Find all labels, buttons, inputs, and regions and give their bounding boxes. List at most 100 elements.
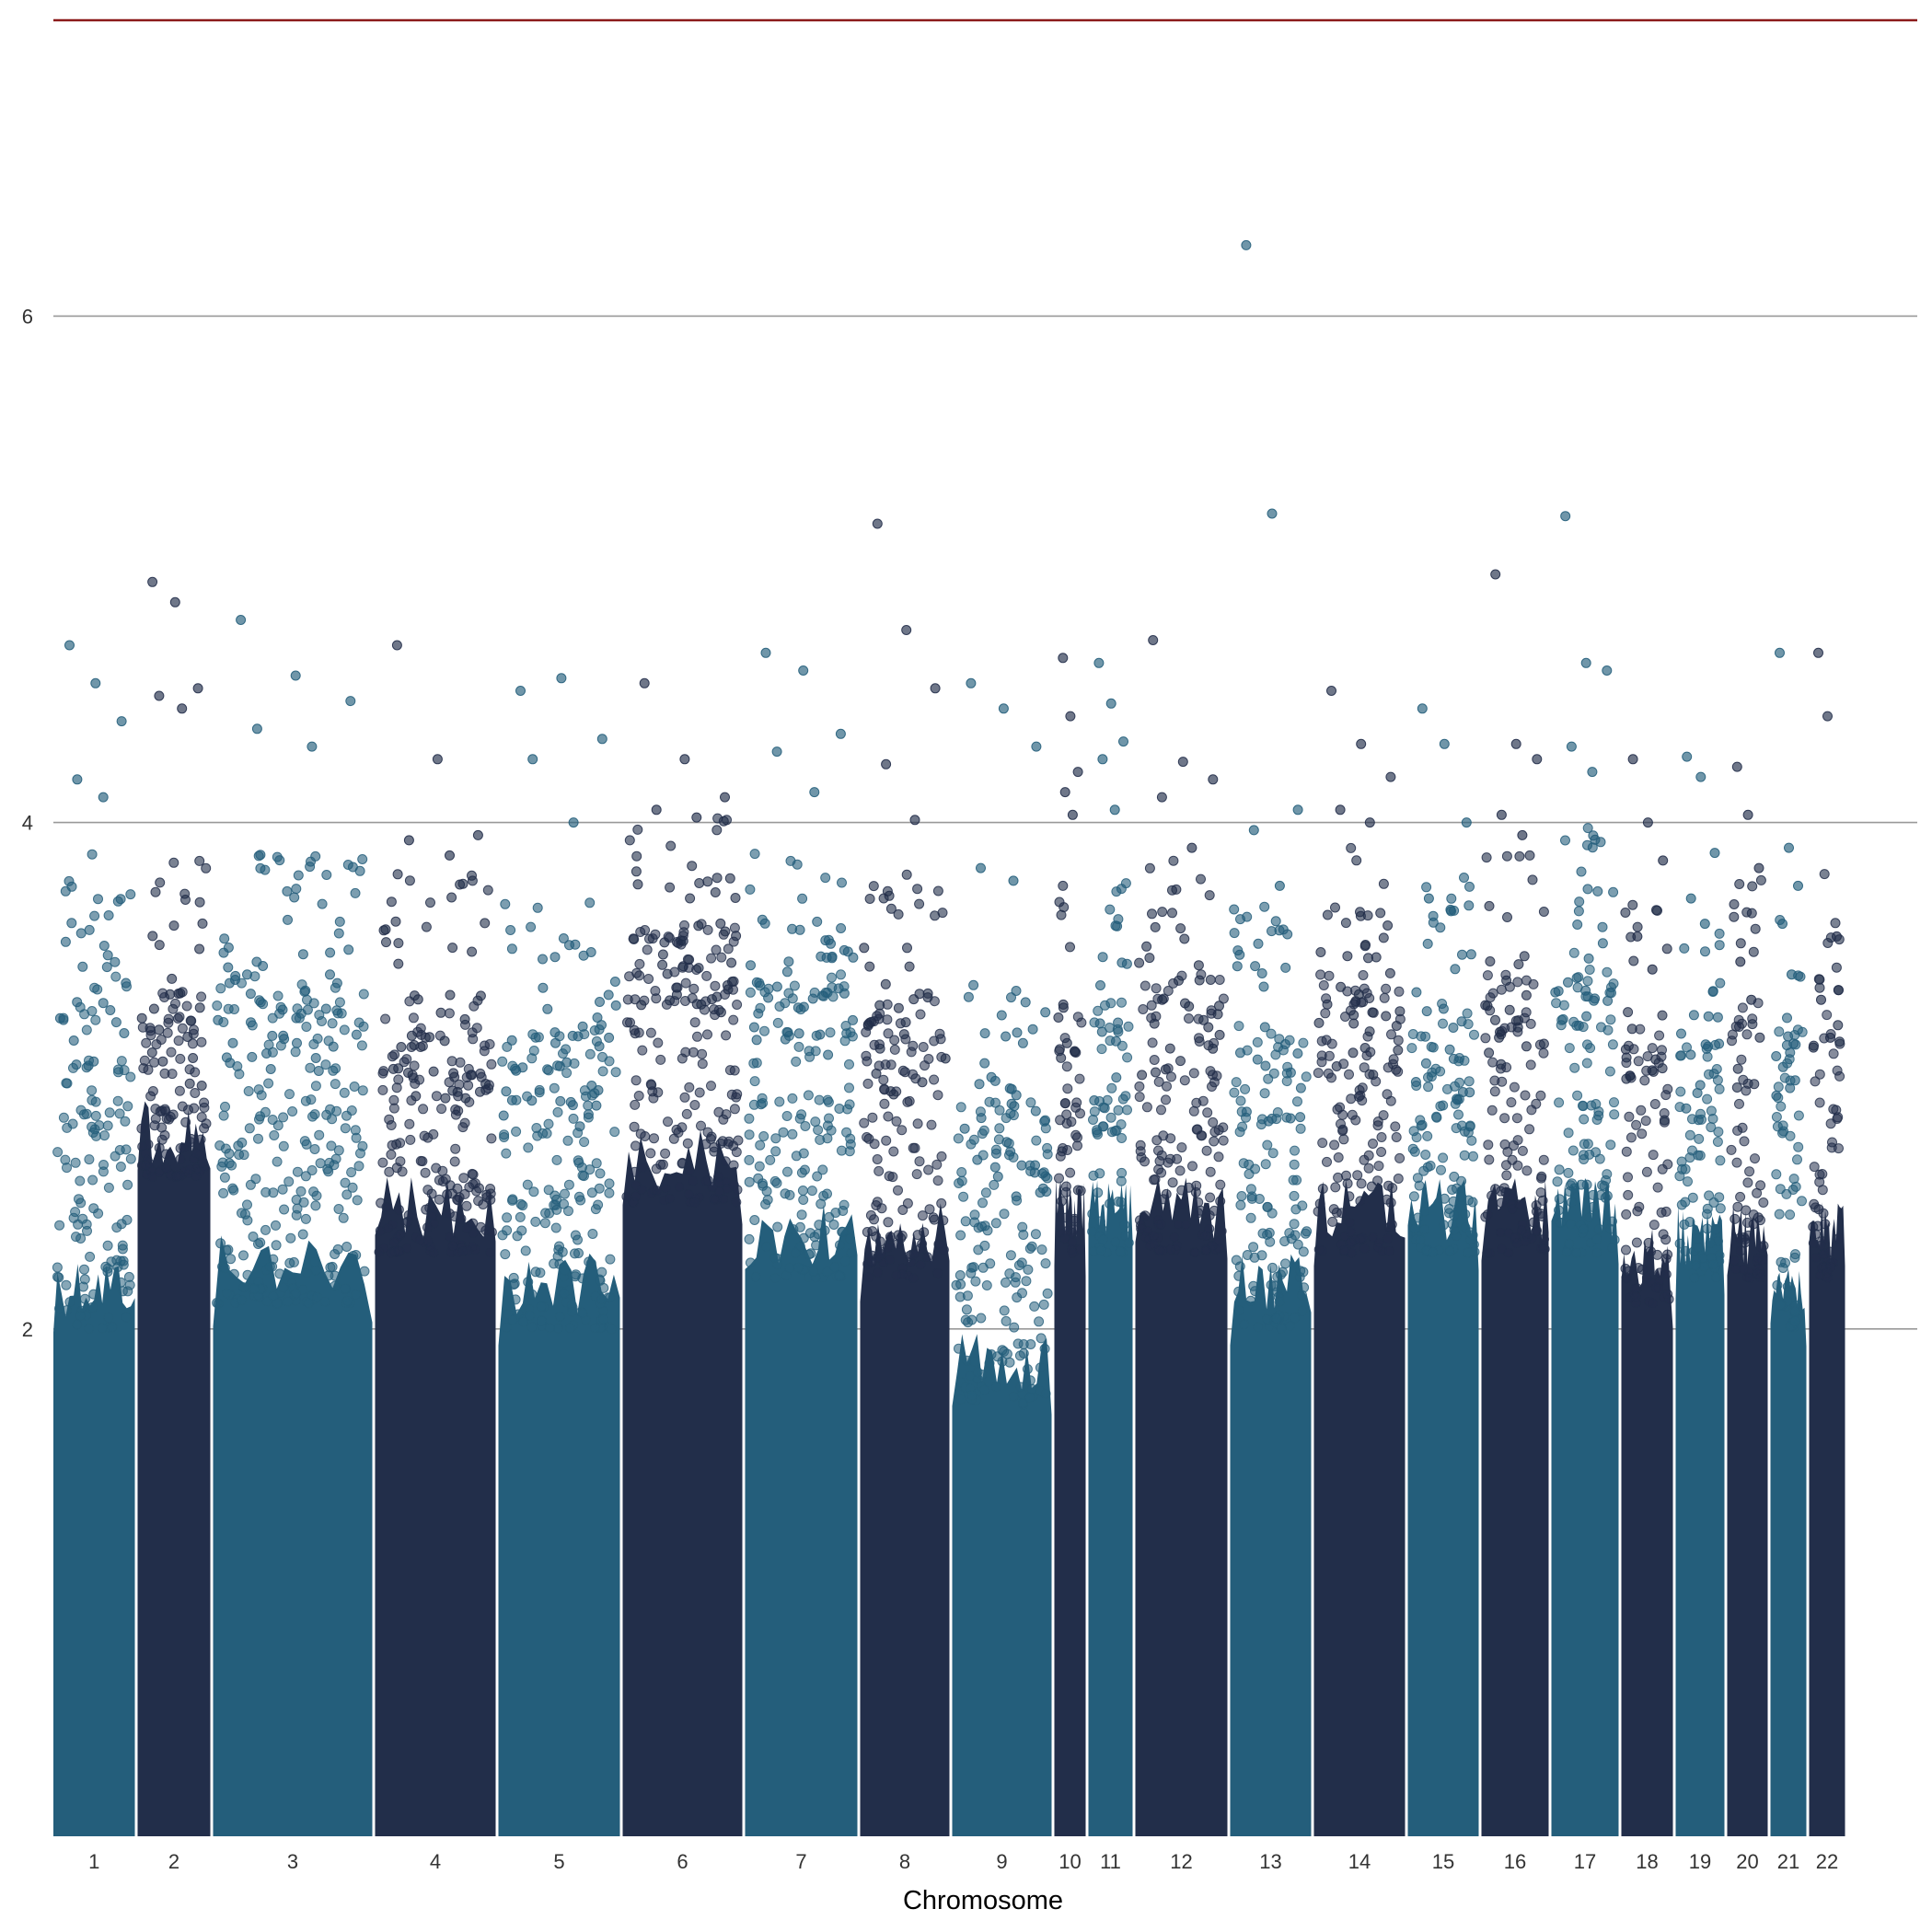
- snp-point: [408, 1012, 419, 1024]
- snp-point: [1797, 1196, 1807, 1207]
- snp-point: [728, 1160, 739, 1171]
- snp-point: [481, 1189, 492, 1200]
- snp-point: [386, 1247, 397, 1258]
- snp-point: [526, 1095, 538, 1106]
- snp-point: [1567, 1197, 1577, 1208]
- snp-point: [1771, 1051, 1782, 1061]
- snp-point: [340, 1177, 351, 1188]
- snp-point: [1702, 1223, 1713, 1234]
- snp-peak-point: [1461, 817, 1472, 828]
- snp-point: [584, 1256, 595, 1267]
- snp-peak-point: [1118, 736, 1128, 747]
- snp-point: [1484, 1047, 1495, 1059]
- snp-point: [71, 1059, 82, 1070]
- snp-point: [247, 1051, 258, 1062]
- snp-point: [1267, 1148, 1278, 1159]
- snp-peak-point: [98, 792, 109, 803]
- snp-peak-point: [1065, 711, 1076, 722]
- snp-point: [323, 1270, 334, 1281]
- snp-point: [932, 885, 943, 897]
- snp-point: [933, 1239, 944, 1250]
- snp-point: [1214, 1001, 1224, 1012]
- snp-point: [330, 1153, 341, 1164]
- snp-point: [1097, 1234, 1108, 1245]
- snp-point: [912, 884, 923, 895]
- snp-point: [325, 947, 336, 958]
- snp-point: [1754, 1032, 1765, 1043]
- snp-point: [191, 1148, 202, 1159]
- snp-peak-point: [760, 647, 771, 658]
- snp-point: [549, 1082, 560, 1093]
- snp-point: [1797, 1026, 1808, 1037]
- snp-point: [1105, 1112, 1116, 1123]
- x-tick-label-chr-13: 13: [1259, 1850, 1281, 1873]
- snp-point: [573, 1157, 584, 1168]
- snp-point: [650, 986, 661, 996]
- snp-point: [1209, 1136, 1220, 1147]
- snp-point: [1735, 938, 1746, 949]
- snp-point: [122, 1101, 133, 1112]
- snp-point: [1012, 1338, 1024, 1349]
- snp-point: [1387, 1183, 1398, 1194]
- snp-point: [1604, 1066, 1615, 1077]
- snp-point: [1538, 1038, 1549, 1049]
- snp-point: [377, 1084, 388, 1095]
- snp-point: [1113, 1026, 1124, 1037]
- snp-point: [559, 1288, 570, 1299]
- snp-point: [806, 1186, 817, 1197]
- snp-point: [154, 1142, 165, 1153]
- snp-point: [62, 1078, 73, 1089]
- snp-peak-point: [154, 690, 165, 701]
- snp-point: [1581, 1058, 1592, 1069]
- snp-point: [149, 1057, 160, 1068]
- snp-point: [1415, 1234, 1426, 1245]
- snp-point: [1459, 1150, 1470, 1161]
- snp-point: [298, 1197, 309, 1208]
- snp-point: [1729, 911, 1740, 922]
- snp-point: [1676, 1156, 1687, 1167]
- snp-point: [1463, 1247, 1474, 1258]
- snp-peak-point: [290, 670, 301, 681]
- snp-point: [125, 889, 136, 900]
- snp-point: [1623, 1172, 1633, 1183]
- snp-point: [966, 1267, 977, 1278]
- snp-point: [378, 1066, 389, 1077]
- snp-point: [1113, 914, 1124, 925]
- snp-point: [393, 938, 404, 949]
- snp-point: [1280, 1039, 1290, 1049]
- snp-point: [1568, 1145, 1579, 1156]
- snp-point: [650, 929, 661, 940]
- snp-point: [713, 1106, 724, 1117]
- snp-point: [377, 1157, 388, 1168]
- snp-point: [283, 1176, 295, 1187]
- snp-point: [550, 1037, 561, 1048]
- snp-point: [687, 861, 698, 872]
- snp-point: [1506, 1097, 1517, 1108]
- snp-peak-point: [515, 686, 526, 696]
- snp-point: [87, 1121, 98, 1132]
- snp-point: [979, 1058, 990, 1069]
- snp-point: [180, 1116, 191, 1128]
- snp-point: [990, 1382, 1001, 1393]
- snp-point: [194, 943, 205, 954]
- snp-peak-point: [1031, 741, 1042, 752]
- snp-point: [526, 921, 537, 932]
- snp-point: [1597, 921, 1608, 932]
- snp-peak-point: [251, 723, 262, 735]
- snp-point: [155, 877, 166, 888]
- snp-point: [1499, 1113, 1510, 1124]
- snp-point: [709, 1142, 720, 1153]
- snp-peak-point: [307, 741, 318, 752]
- snp-point: [845, 1139, 856, 1150]
- snp-point: [1320, 1008, 1331, 1019]
- snp-point: [1489, 1086, 1500, 1097]
- snp-point: [1244, 1169, 1255, 1179]
- snp-point: [486, 1133, 497, 1144]
- snp-point: [1521, 1007, 1532, 1018]
- snp-point: [595, 997, 605, 1007]
- snp-point: [457, 878, 469, 889]
- snp-point: [1267, 1262, 1278, 1273]
- snp-point: [140, 1148, 151, 1159]
- snp-point: [908, 1142, 919, 1153]
- snp-point: [701, 970, 712, 981]
